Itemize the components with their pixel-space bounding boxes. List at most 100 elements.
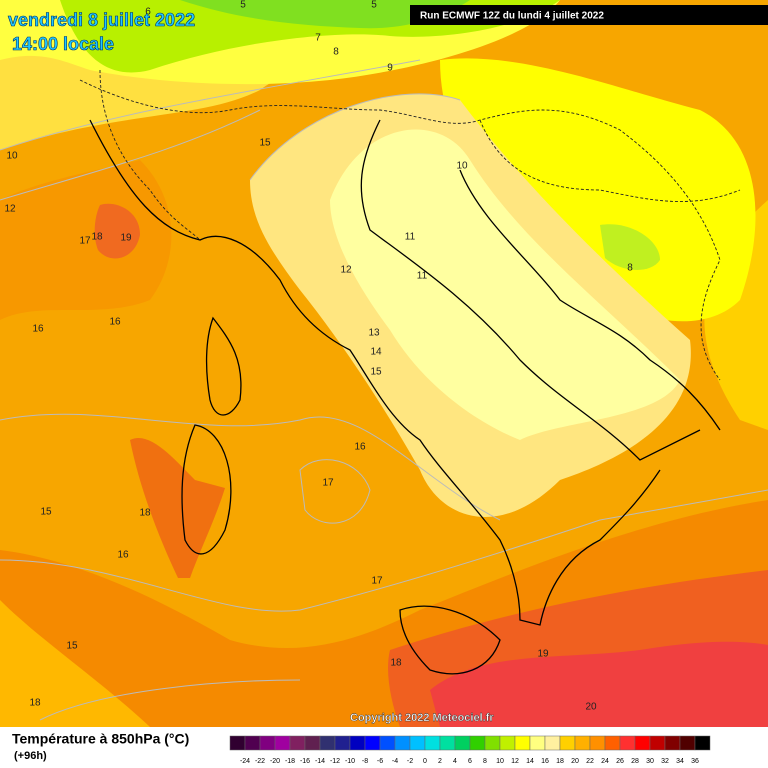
scale-swatch [424, 735, 441, 751]
contour-label: 16 [109, 317, 121, 328]
scale-label: 14 [526, 758, 534, 765]
forecast-time: 14:00 locale [12, 34, 114, 54]
scale-swatch [574, 735, 591, 751]
run-info: Run ECMWF 12Z du lundi 4 juillet 2022 [420, 11, 604, 22]
scale-swatch [529, 735, 546, 751]
contour-label: 16 [32, 324, 44, 335]
scale-label: 16 [541, 758, 549, 765]
contour-label: 18 [390, 658, 402, 669]
scale-swatch [289, 735, 306, 751]
scale-label: -12 [330, 758, 340, 765]
scale-swatch [379, 735, 396, 751]
legend-title: Température à 850hPa (°C) [12, 731, 189, 747]
scale-label: -8 [362, 758, 368, 765]
scale-label: 28 [631, 758, 639, 765]
scale-label: 36 [691, 758, 699, 765]
scale-swatch [589, 735, 606, 751]
contour-label: 8 [627, 263, 633, 274]
contour-label: 17 [322, 478, 334, 489]
scale-label: -16 [300, 758, 310, 765]
contour-label: 19 [537, 649, 549, 660]
contour-label: 11 [405, 232, 416, 243]
contour-label: 18 [91, 232, 103, 243]
temperature-field [0, 0, 768, 727]
scale-label: -18 [285, 758, 295, 765]
scale-label: -22 [255, 758, 265, 765]
color-scale: -24 -22 -20 -18 -16 -14 -12 -10 -8 -6 -4 -2 0 2 4 6 8 10 1… [229, 735, 711, 765]
contour-label: 8 [333, 47, 339, 58]
scale-label: -10 [345, 758, 355, 765]
contour-label: 12 [4, 204, 16, 215]
scale-swatch [694, 735, 711, 751]
contour-label: 15 [370, 367, 382, 378]
scale-label: 34 [676, 758, 684, 765]
contour-label: 12 [340, 265, 352, 276]
scale-label: -20 [270, 758, 280, 765]
scale-label: 32 [661, 758, 669, 765]
scale-label: 18 [556, 758, 564, 765]
contour-label: 19 [120, 233, 132, 244]
scale-swatch [484, 735, 501, 751]
scale-swatch [514, 735, 531, 751]
contour-label: 20 [585, 702, 597, 713]
scale-swatch [664, 735, 681, 751]
contour-label: 18 [29, 698, 41, 709]
scale-label: 10 [496, 758, 504, 765]
scale-swatch [319, 735, 336, 751]
contour-label: 17 [371, 576, 383, 587]
contour-label: 10 [6, 151, 18, 162]
coastlines [89, 119, 721, 675]
scale-label: 22 [586, 758, 594, 765]
scale-label: 12 [511, 758, 519, 765]
scale-swatch [259, 735, 276, 751]
scale-swatch [334, 735, 351, 751]
contour-label: 5 [240, 0, 246, 11]
scale-swatch [454, 735, 471, 751]
scale-swatch [244, 735, 261, 751]
scale-label: -4 [392, 758, 398, 765]
isotherms [0, 59, 768, 721]
scale-swatch [544, 735, 561, 751]
contour-label: 15 [66, 641, 78, 652]
scale-swatch [634, 735, 651, 751]
scale-label: -14 [315, 758, 325, 765]
contour-label: 16 [117, 550, 129, 561]
copyright: Copyright 2022 Meteociel.fr [350, 712, 494, 724]
scale-swatch [499, 735, 516, 751]
scale-label: 4 [453, 758, 457, 765]
scale-label: 26 [616, 758, 624, 765]
scale-label: 6 [468, 758, 472, 765]
contour-label: 17 [79, 236, 91, 247]
borders [79, 69, 741, 381]
scale-label: 8 [483, 758, 487, 765]
scale-swatch [604, 735, 621, 751]
scale-swatch [274, 735, 291, 751]
contour-label: 18 [139, 508, 151, 519]
scale-swatch [409, 735, 426, 751]
contour-label: 10 [456, 161, 468, 172]
contour-label: 6 [145, 7, 151, 18]
contour-label: 13 [368, 328, 380, 339]
scale-label: 20 [571, 758, 579, 765]
scale-swatch [619, 735, 636, 751]
scale-label: -6 [377, 758, 383, 765]
run-box [410, 5, 768, 25]
scale-swatch [559, 735, 576, 751]
scale-swatch [304, 735, 321, 751]
contour-label: 15 [259, 138, 271, 149]
scale-swatch [679, 735, 696, 751]
contour-label: 9 [387, 63, 393, 74]
contour-label: 16 [354, 442, 366, 453]
scale-label: 30 [646, 758, 654, 765]
scale-swatch [394, 735, 411, 751]
scale-swatch [349, 735, 366, 751]
scale-label: 2 [438, 758, 442, 765]
contour-label: 15 [40, 507, 52, 518]
forecast-date: vendredi 8 juillet 2022 [8, 10, 195, 30]
contour-label: 5 [371, 0, 377, 11]
scale-swatch [229, 735, 246, 751]
scale-label: 0 [423, 758, 427, 765]
scale-swatch [439, 735, 456, 751]
scale-swatch [469, 735, 486, 751]
